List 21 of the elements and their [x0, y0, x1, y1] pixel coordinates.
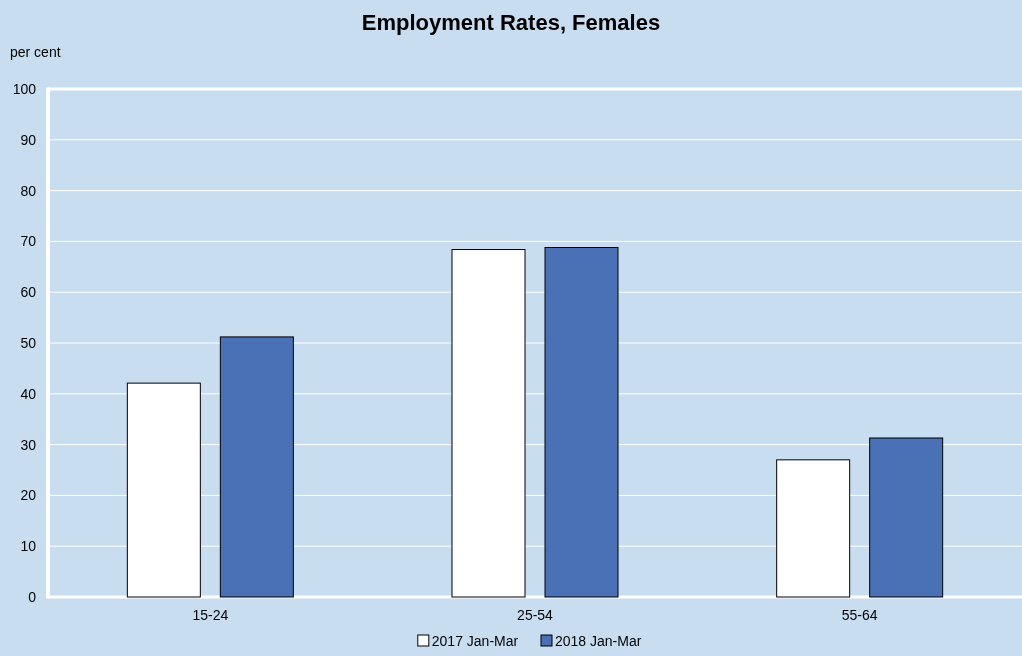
y-tick-label: 60 [20, 284, 37, 301]
y-axis-title: per cent [10, 44, 61, 60]
y-tick-label: 30 [20, 436, 37, 453]
bar [869, 437, 944, 598]
y-tick-label: 50 [20, 334, 37, 351]
y-tick-label: 70 [20, 233, 37, 250]
x-tick-label: 15-24 [192, 607, 229, 623]
x-tick-label: 55-64 [841, 607, 878, 623]
x-tick-label: 25-54 [517, 607, 554, 623]
legend-label: 2017 Jan-Mar [431, 633, 519, 649]
y-tick-label: 10 [20, 538, 37, 555]
y-tick-label: 80 [20, 182, 37, 199]
y-tick-label: 20 [20, 487, 37, 504]
y-tick-label: 40 [20, 385, 37, 402]
bar [544, 247, 619, 598]
y-tick-label: 0 [28, 588, 37, 605]
chart-title: Employment Rates, Females [361, 10, 661, 35]
y-tick-label: 90 [20, 131, 37, 148]
legend-label: 2018 Jan-Mar [555, 633, 642, 649]
y-tick-label: 100 [12, 80, 37, 97]
bar [219, 336, 294, 598]
